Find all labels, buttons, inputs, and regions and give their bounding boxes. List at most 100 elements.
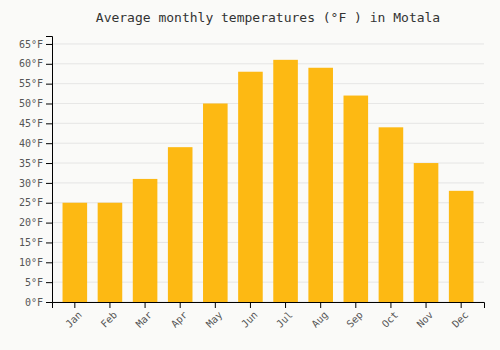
bar <box>238 72 263 302</box>
y-tick-label: 45°F <box>19 118 43 129</box>
x-tick-label: Mar <box>134 309 155 330</box>
x-tick-label: Jun <box>239 309 260 330</box>
y-tick-mark <box>46 143 52 144</box>
x-tick-mark <box>320 302 321 308</box>
y-tick: 55°F <box>19 78 52 89</box>
x-tick: Feb <box>99 302 120 330</box>
x-tick-mark <box>285 302 286 308</box>
bars <box>63 60 474 302</box>
y-tick: 60°F <box>19 58 52 69</box>
bar <box>379 127 404 302</box>
y-tick-mark <box>46 262 52 263</box>
y-tick-label: 35°F <box>19 158 43 169</box>
y-tick-label: 30°F <box>19 178 43 189</box>
bar <box>308 68 333 302</box>
y-tick-mark <box>46 302 52 303</box>
x-tick-label: Dec <box>450 309 471 330</box>
x-tick-label: Apr <box>169 309 190 330</box>
grid-line <box>52 123 484 124</box>
x-tick: Jul <box>274 302 295 330</box>
x-tick-label: Aug <box>309 309 330 330</box>
x-tick-label: Nov <box>415 309 436 330</box>
y-tick-label: 25°F <box>19 197 43 208</box>
y-tick: 65°F <box>19 39 52 50</box>
y-tick: 20°F <box>19 217 52 228</box>
y-tick-mark <box>46 282 52 283</box>
x-tick-label: Jan <box>63 309 84 330</box>
grid-line <box>52 63 484 64</box>
y-tick-mark <box>46 223 52 224</box>
y-tick: 5°F <box>25 277 52 288</box>
y-axis: 0°F 5°F 10°F 15°F 20°F 25°F 30°F 35°F 40°F 45°F 50… <box>19 37 53 308</box>
y-tick-mark <box>46 103 52 104</box>
bar <box>133 179 158 302</box>
x-tick-label: Oct <box>380 309 401 330</box>
x-tick-mark <box>250 302 251 308</box>
x-tick-label: Jul <box>274 309 295 330</box>
y-tick-label: 60°F <box>19 58 43 69</box>
y-tick-label: 50°F <box>19 98 43 109</box>
x-tick-mark <box>74 302 75 308</box>
y-tick: 50°F <box>19 98 52 109</box>
x-tick: Sep <box>344 302 365 330</box>
x-tick: Dec <box>450 302 471 330</box>
y-tick-mark <box>46 123 52 124</box>
y-tick: 35°F <box>19 158 52 169</box>
bar <box>203 103 228 302</box>
y-tick-label: 55°F <box>19 78 43 89</box>
x-tick-mark <box>390 302 391 308</box>
y-tick-mark <box>46 163 52 164</box>
bar <box>344 96 369 302</box>
x-axis-line <box>53 303 485 309</box>
y-tick: 45°F <box>19 118 52 129</box>
y-tick-label: 15°F <box>19 237 43 248</box>
x-tick: Mar <box>134 302 155 330</box>
title: Average monthly temperatures (°F ) in Mo… <box>96 10 440 25</box>
y-tick-mark <box>46 84 52 85</box>
grid <box>52 44 484 302</box>
bar <box>273 60 298 302</box>
plot: 0°F 5°F 10°F 15°F 20°F 25°F 30°F 35°F 40°F 45°F 50… <box>19 37 485 330</box>
y-tick: 25°F <box>19 197 52 208</box>
x-tick-label: May <box>204 309 225 330</box>
y-tick-label: 10°F <box>19 257 43 268</box>
x-tick: Jun <box>239 302 260 330</box>
x-tick-mark <box>461 302 462 308</box>
x-tick: Aug <box>309 302 330 330</box>
x-tick-mark <box>180 302 181 308</box>
y-tick-label: 0°F <box>25 297 43 308</box>
x-axis: Jan Feb Mar Apr May Jun Jul Aug Sep Oct Nov Dec <box>53 302 485 330</box>
x-tick: Apr <box>169 302 190 330</box>
y-tick-mark <box>46 44 52 45</box>
x-tick-mark <box>145 302 146 308</box>
y-tick: 0°F <box>25 297 52 308</box>
y-tick: 30°F <box>19 178 52 189</box>
x-tick-mark <box>426 302 427 308</box>
y-tick-label: 5°F <box>25 277 43 288</box>
bar <box>98 203 123 302</box>
x-tick: May <box>204 302 225 330</box>
x-tick-mark <box>355 302 356 308</box>
grid-line <box>52 103 484 104</box>
y-tick-mark <box>46 203 52 204</box>
chart: 0°F 5°F 10°F 15°F 20°F 25°F 30°F 35°F 40°F 45°F 50… <box>0 0 500 350</box>
x-tick-label: Sep <box>344 309 365 330</box>
x-tick: Oct <box>380 302 401 330</box>
y-tick-mark <box>46 183 52 184</box>
y-tick: 40°F <box>19 138 52 149</box>
x-tick: Jan <box>63 302 84 330</box>
bar <box>168 147 193 302</box>
x-tick-label: Feb <box>99 309 120 330</box>
x-tick-mark <box>215 302 216 308</box>
grid-line <box>52 143 484 144</box>
y-axis-line <box>46 37 53 303</box>
bar <box>414 163 439 302</box>
y-tick-mark <box>46 242 52 243</box>
bar <box>63 203 88 302</box>
grid-line <box>52 83 484 84</box>
x-tick-mark <box>109 302 110 308</box>
y-tick-mark <box>46 64 52 65</box>
grid-line <box>52 43 484 44</box>
y-tick: 10°F <box>19 257 52 268</box>
y-tick-label: 20°F <box>19 217 43 228</box>
